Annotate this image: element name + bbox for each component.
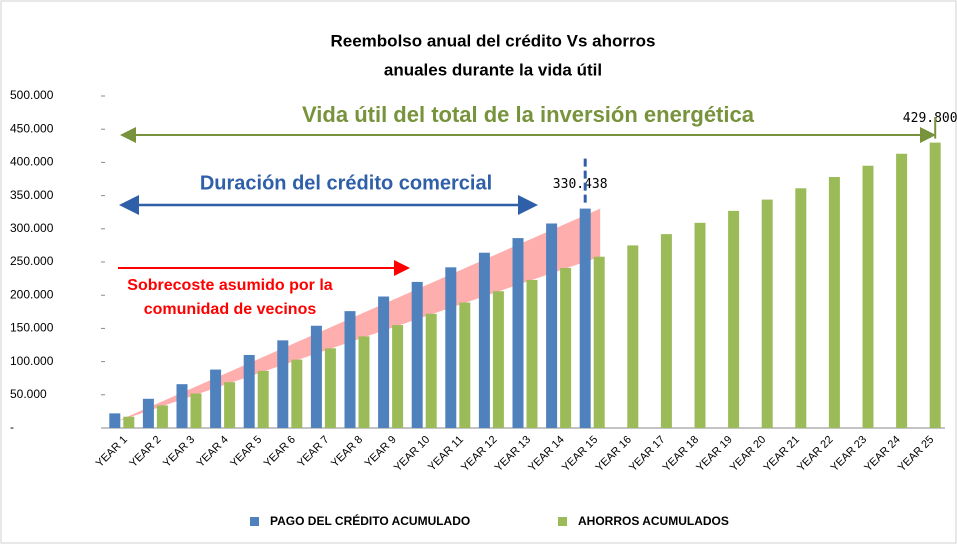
y-tick-label: 350.000 — [10, 188, 54, 202]
bar — [291, 359, 303, 428]
bar — [109, 413, 121, 428]
bar — [459, 302, 471, 428]
y-tick-label: 400.000 — [10, 155, 54, 169]
bar — [190, 393, 202, 428]
bar — [546, 223, 558, 428]
bar — [392, 325, 404, 428]
bar — [761, 199, 773, 428]
y-tick-label: - — [10, 420, 14, 434]
bar — [492, 291, 504, 428]
bar — [358, 336, 370, 428]
bar — [176, 384, 188, 428]
y-tick-label: 200.000 — [10, 287, 54, 301]
legend-swatch — [558, 517, 567, 526]
bar — [828, 177, 840, 428]
y-tick-label: 100.000 — [10, 354, 54, 368]
bar — [378, 296, 390, 428]
chart-title: anuales durante la vida útil — [384, 60, 602, 79]
bar — [156, 405, 168, 428]
bar — [795, 188, 807, 428]
bar — [694, 222, 706, 428]
y-tick-label: 450.000 — [10, 121, 54, 135]
bar — [257, 370, 269, 428]
bar — [310, 325, 322, 428]
annotation: Sobrecoste asumido por la — [127, 277, 332, 294]
data-label: 330.438 — [553, 177, 608, 192]
bar — [210, 369, 222, 428]
y-tick-label: 250.000 — [10, 254, 54, 268]
bar — [324, 348, 336, 428]
bar — [862, 165, 874, 428]
bar — [896, 153, 908, 428]
bar — [512, 238, 524, 428]
bar — [593, 256, 605, 428]
bar — [344, 311, 356, 428]
bar — [728, 210, 740, 428]
data-label: 429.800 — [903, 111, 957, 126]
legend-label: PAGO DEL CRÉDITO ACUMULADO — [270, 513, 470, 528]
bar — [411, 281, 423, 428]
bar — [277, 340, 289, 428]
bar — [660, 234, 672, 428]
bar — [929, 142, 941, 428]
y-tick-label: 500.000 — [10, 88, 54, 102]
y-tick-label: 150.000 — [10, 321, 54, 335]
chart-title: Reembolso anual del crédito Vs ahorros — [331, 31, 656, 50]
bar — [425, 313, 437, 428]
bar — [560, 267, 572, 428]
y-tick-label: 50.000 — [10, 387, 47, 401]
legend-swatch — [250, 517, 259, 526]
bar — [224, 382, 236, 428]
bar — [579, 208, 591, 428]
bar — [243, 354, 255, 428]
bar — [123, 416, 135, 428]
bar — [627, 245, 639, 428]
y-tick-label: 300.000 — [10, 221, 54, 235]
overcost-area — [113, 208, 601, 423]
bar — [445, 267, 457, 428]
bar — [478, 252, 490, 428]
annotation: comunidad de vecinos — [144, 301, 317, 318]
annotation: Duración del crédito comercial — [200, 172, 492, 194]
bar — [142, 398, 154, 428]
annotation: Vida útil del total de la inversión ener… — [302, 102, 755, 127]
legend-label: AHORROS ACUMULADOS — [578, 514, 729, 528]
bar — [526, 279, 538, 428]
